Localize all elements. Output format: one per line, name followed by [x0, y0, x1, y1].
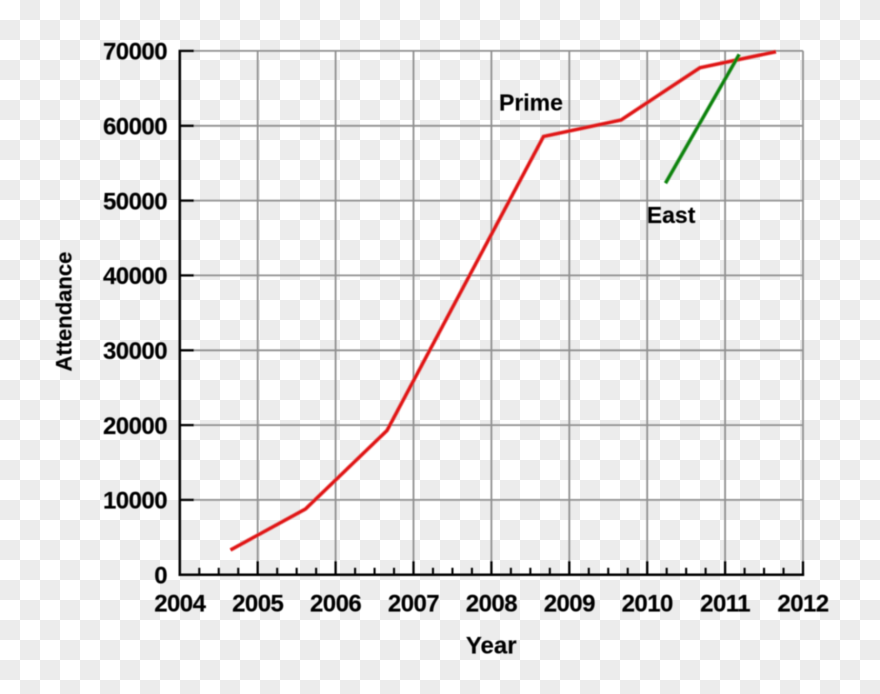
svg-text:0: 0	[154, 563, 167, 590]
svg-text:10000: 10000	[103, 488, 167, 515]
svg-text:60000: 60000	[103, 114, 167, 141]
svg-text:2009: 2009	[544, 591, 595, 618]
svg-text:20000: 20000	[103, 413, 167, 440]
svg-text:East: East	[647, 202, 696, 228]
svg-text:2005: 2005	[232, 591, 283, 618]
svg-text:Attendance: Attendance	[51, 252, 76, 372]
svg-text:30000: 30000	[103, 338, 167, 365]
svg-text:50000: 50000	[103, 188, 167, 215]
svg-text:2012: 2012	[777, 591, 828, 618]
svg-text:2004: 2004	[154, 591, 206, 618]
svg-text:40000: 40000	[103, 263, 167, 290]
svg-text:2011: 2011	[700, 591, 750, 618]
svg-text:70000: 70000	[103, 39, 167, 66]
svg-text:Prime: Prime	[499, 90, 563, 116]
svg-text:2010: 2010	[622, 591, 673, 618]
svg-text:Year: Year	[466, 633, 517, 660]
svg-text:2006: 2006	[310, 591, 361, 618]
svg-text:2008: 2008	[466, 591, 517, 618]
svg-text:2007: 2007	[388, 591, 439, 618]
